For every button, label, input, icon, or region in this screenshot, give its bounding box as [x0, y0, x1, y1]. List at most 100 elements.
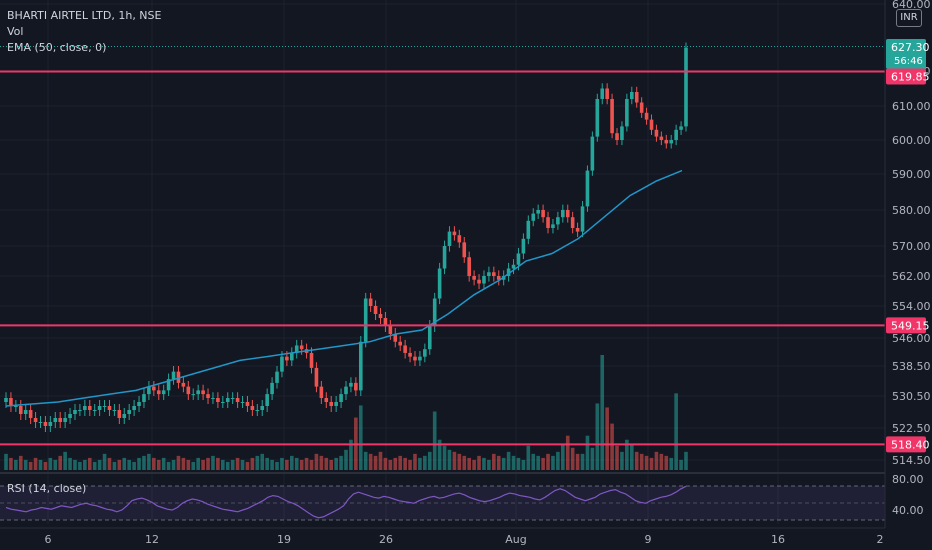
volume-bar — [245, 461, 250, 470]
chart-grid — [0, 0, 885, 524]
candle-body — [625, 99, 629, 127]
rsi-tick-label: 40.00 — [892, 504, 924, 517]
candle-body — [373, 306, 378, 314]
candle-body — [152, 386, 156, 391]
volume-bar — [482, 457, 486, 470]
candle-body — [610, 99, 614, 134]
candle-body — [639, 102, 644, 113]
volume-bar — [600, 355, 605, 470]
volume-bar — [639, 453, 644, 470]
volume-bar — [329, 459, 334, 470]
volume-bar — [368, 453, 373, 470]
volume-bar — [314, 453, 319, 470]
volume-bar — [137, 457, 141, 470]
time-axis[interactable]: 6 12 19 26 Aug 9 16 2 — [0, 527, 885, 546]
volume-bars — [4, 355, 688, 470]
candle-body — [294, 345, 299, 353]
candle-body — [83, 406, 87, 410]
candle-body — [437, 268, 442, 299]
volume-bar — [211, 455, 215, 470]
candle-body — [92, 410, 97, 411]
candle-body — [358, 341, 363, 391]
candle-body — [48, 422, 53, 426]
volume-bar — [280, 457, 284, 470]
candle-body — [28, 410, 33, 418]
candle-body — [97, 406, 102, 410]
volume-bar — [373, 455, 378, 470]
volume-bar — [423, 455, 427, 470]
candle-body — [275, 371, 279, 383]
volume-bar — [654, 451, 659, 470]
candle-body — [87, 406, 92, 410]
volume-bar — [319, 455, 324, 470]
candle-body — [186, 386, 191, 395]
candle-body — [615, 133, 619, 140]
volume-bar — [166, 461, 171, 470]
volume-bar — [452, 451, 457, 470]
candle-body — [102, 406, 107, 407]
candle-body — [378, 314, 383, 318]
time-tick-label: 16 — [771, 533, 785, 546]
volume-bar — [14, 459, 18, 470]
volume-bar — [634, 451, 639, 470]
volume-bar — [117, 459, 122, 470]
volume-bar — [403, 457, 407, 470]
candle-body — [496, 276, 501, 280]
candle-body — [127, 410, 131, 414]
currency-button[interactable]: INR — [896, 9, 922, 27]
volume-bar — [629, 443, 634, 470]
horizontal-lines[interactable] — [0, 46, 885, 446]
candle-body — [280, 356, 284, 372]
line-top-badge: 619.85 — [891, 71, 930, 84]
candle-body — [664, 140, 669, 144]
volume-bar — [63, 451, 67, 470]
candle-body — [225, 398, 230, 402]
volume-bar — [393, 457, 398, 470]
volume-bar — [659, 453, 664, 470]
candle-body — [211, 398, 215, 399]
candle-body — [575, 228, 580, 232]
volume-bar — [216, 457, 220, 470]
volume-bar — [112, 461, 117, 470]
volume-bar — [477, 455, 481, 470]
volume-bar — [408, 459, 412, 470]
countdown-badge: 56:46 — [894, 56, 923, 67]
volume-bar — [620, 451, 624, 470]
candle-body — [427, 326, 432, 350]
candle-body — [181, 382, 186, 387]
candle-body — [684, 47, 688, 127]
price-axis[interactable]: 640.00620.00610.00600.00590.00580.00570.… — [884, 0, 932, 550]
candle-body — [201, 390, 205, 395]
candle-body — [363, 298, 368, 342]
candle-body — [516, 253, 521, 265]
candle-body — [58, 418, 63, 422]
volume-bar — [68, 457, 72, 470]
candle-body — [634, 92, 639, 103]
candle-body — [462, 242, 467, 258]
volume-bar — [221, 459, 225, 470]
volume-bar — [447, 449, 452, 470]
candle-body — [156, 390, 161, 395]
volume-bar — [161, 457, 166, 470]
last-price-badge-bg — [886, 39, 926, 69]
volume-bar — [87, 457, 92, 470]
volume-bar — [556, 451, 560, 470]
candle-body — [570, 217, 575, 228]
candle-body — [33, 418, 38, 422]
volume-bar — [511, 455, 516, 470]
volume-bar — [363, 451, 368, 470]
volume-bar — [378, 451, 383, 470]
candle-body — [289, 352, 294, 361]
candle-body — [107, 406, 112, 410]
volume-bar — [171, 459, 176, 470]
candle-body — [521, 238, 526, 254]
candle-body — [240, 402, 245, 403]
volume-bar — [344, 449, 348, 470]
candle-body — [354, 382, 358, 391]
volume-bar — [644, 455, 649, 470]
price-tick-label: 522.50 — [892, 422, 931, 435]
candle-body — [68, 414, 72, 418]
line-bottom-badge: 518.40 — [891, 438, 930, 451]
candle-body — [18, 406, 23, 414]
